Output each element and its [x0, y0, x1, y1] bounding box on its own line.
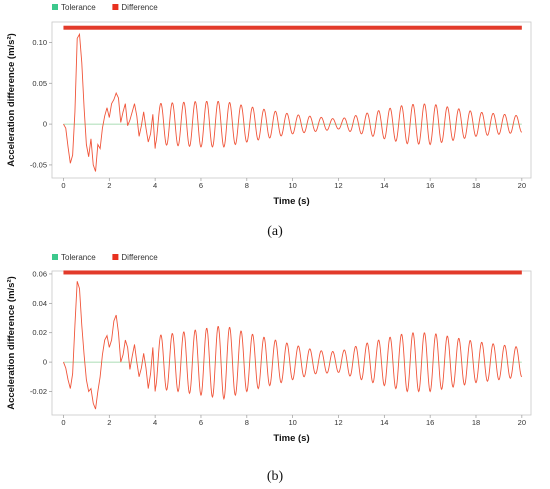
x-tick-label-16: 16	[426, 181, 434, 190]
x-tick-label-8: 8	[245, 181, 249, 190]
y-tick-label-2: 0.02	[32, 328, 47, 337]
legend-item-tolerance: Tolerance	[52, 3, 96, 12]
difference-series-line	[63, 281, 523, 410]
caption-b: (b)	[266, 469, 284, 484]
chart-panel-b: Tolerance Difference 0 2 4 6 8 10 12 14 16 18 20 -0.0…	[0, 253, 550, 489]
legend-item-difference: Difference	[112, 3, 158, 12]
legend-swatch-tolerance	[52, 254, 58, 260]
legend-item-difference: Difference	[112, 253, 158, 262]
x-tick-label-4: 4	[153, 181, 157, 190]
x-tick-label-18: 18	[472, 418, 480, 427]
legend: Tolerance Difference	[52, 253, 158, 262]
y-tick-label-3: 0.10	[32, 38, 47, 47]
caption-a: (a)	[267, 224, 283, 239]
difference-band	[63, 270, 522, 275]
legend-swatch-difference	[112, 4, 119, 10]
legend: Tolerance Difference	[52, 3, 158, 12]
x-tick-label-2: 2	[107, 418, 111, 427]
y-tick-label-2: 0.05	[32, 79, 47, 88]
x-tick-label-16: 16	[426, 418, 434, 427]
legend-swatch-difference	[112, 254, 119, 260]
x-tick-label-10: 10	[288, 418, 296, 427]
plot-frame	[51, 270, 532, 416]
difference-band	[63, 25, 522, 30]
x-tick-label-20: 20	[518, 181, 526, 190]
x-tick-label-14: 14	[380, 181, 388, 190]
x-tick-label-12: 12	[334, 181, 342, 190]
legend-label-difference: Difference	[121, 3, 158, 12]
x-tick-label-0: 0	[61, 418, 65, 427]
x-tick-label-4: 4	[153, 418, 157, 427]
y-axis-title: Acceleration difference (m/s²)	[6, 276, 17, 410]
x-tick-label-14: 14	[380, 418, 388, 427]
legend-label-difference: Difference	[121, 253, 158, 262]
x-tick-label-0: 0	[61, 181, 65, 190]
chart-panel-a: Tolerance Difference 0 2 4 6 8 10 12 14 16 18 20 -0.0…	[6, 3, 532, 239]
legend-label-tolerance: Tolerance	[61, 3, 96, 12]
x-tick-label-12: 12	[334, 418, 342, 427]
x-tick-label-8: 8	[245, 418, 249, 427]
y-tick-label-0: -0.05	[30, 160, 47, 169]
chart-a: Tolerance Difference 0 2 4 6 8 10 12 14 16 18 20 -0.0…	[6, 3, 532, 207]
chart-b: Tolerance Difference 0 2 4 6 8 10 12 14 16 18 20 -0.0…	[6, 253, 532, 444]
x-tick-label-6: 6	[199, 181, 203, 190]
legend-item-tolerance: Tolerance	[52, 253, 96, 262]
legend-label-tolerance: Tolerance	[61, 253, 96, 262]
x-axis-title: Time (s)	[273, 433, 309, 444]
x-tick-label-2: 2	[107, 181, 111, 190]
y-tick-label-3: 0.04	[32, 299, 47, 308]
y-axis-title: Acceleration difference (m/s²)	[6, 33, 17, 167]
x-tick-label-20: 20	[518, 418, 526, 427]
x-tick-label-6: 6	[199, 418, 203, 427]
difference-series-line	[63, 32, 523, 172]
x-tick-label-18: 18	[472, 181, 480, 190]
y-tick-label-4: 0.06	[32, 269, 47, 278]
y-tick-label-0: -0.02	[30, 387, 47, 396]
y-tick-label-1: 0	[43, 358, 47, 367]
y-tick-label-1: 0	[43, 120, 47, 129]
legend-swatch-tolerance	[52, 4, 58, 10]
x-axis-title: Time (s)	[273, 196, 309, 207]
x-tick-label-10: 10	[288, 181, 296, 190]
plot-frame	[51, 21, 532, 179]
